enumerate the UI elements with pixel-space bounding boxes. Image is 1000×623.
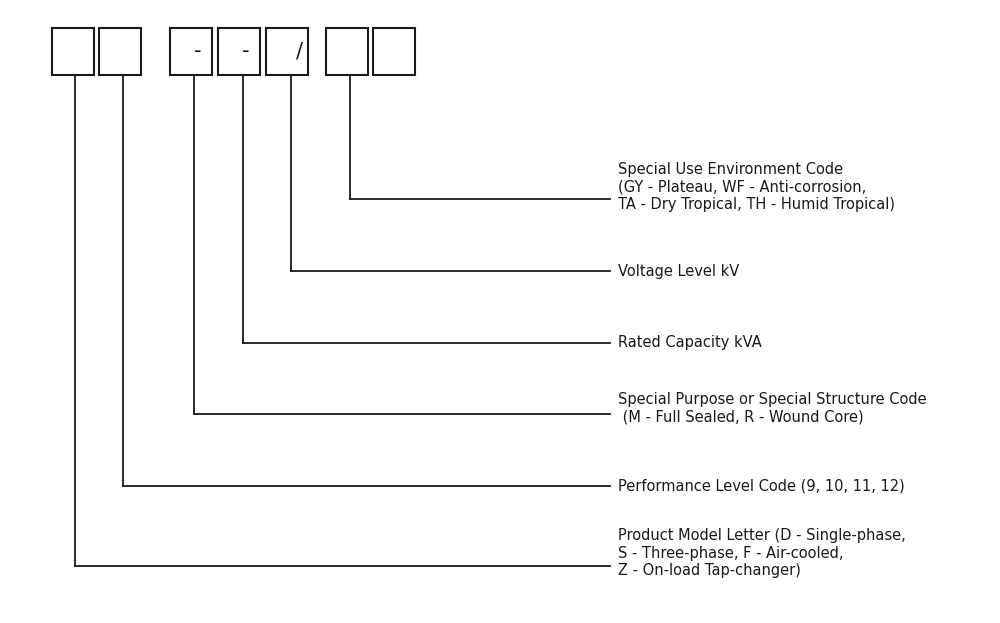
Bar — [99, 28, 141, 75]
Text: -: - — [194, 41, 202, 61]
Text: Voltage Level kV: Voltage Level kV — [618, 264, 739, 278]
Text: Product Model Letter (D - Single-phase,
S - Three-phase, F - Air-cooled,
Z - On-: Product Model Letter (D - Single-phase, … — [618, 528, 906, 578]
Text: Special Use Environment Code
(GY - Plateau, WF - Anti-corrosion,
TA - Dry Tropic: Special Use Environment Code (GY - Plate… — [618, 162, 895, 212]
Text: /: / — [296, 41, 304, 61]
Bar — [326, 28, 368, 75]
Text: Rated Capacity kVA: Rated Capacity kVA — [618, 335, 762, 350]
Bar — [266, 28, 308, 75]
Bar — [170, 28, 212, 75]
Bar — [218, 28, 260, 75]
Text: Performance Level Code (9, 10, 11, 12): Performance Level Code (9, 10, 11, 12) — [618, 478, 905, 493]
Bar — [52, 28, 94, 75]
Bar — [373, 28, 415, 75]
Text: Special Purpose or Special Structure Code
 (M - Full Sealed, R - Wound Core): Special Purpose or Special Structure Cod… — [618, 392, 927, 424]
Text: -: - — [242, 41, 250, 61]
